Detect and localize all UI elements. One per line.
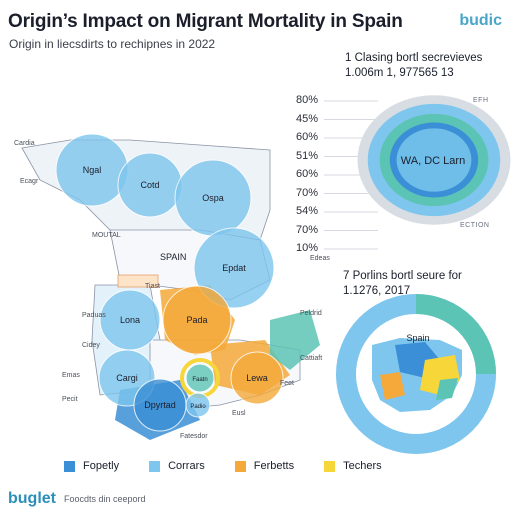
map-place-label: Eusl [232, 410, 246, 417]
map-bubble-label: Lona [120, 315, 140, 325]
map-bubble [185, 392, 211, 418]
map-bubble [193, 227, 275, 309]
map-place-label: Peldrid [300, 310, 322, 317]
map-bubble [230, 351, 284, 405]
map-place-label: Ecagr [20, 178, 39, 185]
legend-label: Techers [343, 460, 382, 472]
legend-item: Fopetly [64, 460, 119, 472]
map-bubble-label: Ngal [83, 165, 102, 175]
footer-note: Foocdts din ceepord [64, 494, 146, 504]
chart1-tick-label: 70% [296, 223, 319, 236]
brand-logo-top: budic [459, 12, 502, 29]
chart1-side-label-bottom: ECTION [460, 222, 490, 229]
map-bubble-label: Epdat [222, 263, 246, 273]
legend-item: Ferbetts [234, 460, 295, 472]
map-place-label: Edeas [310, 255, 330, 262]
map-place-label: Fatesdor [180, 433, 208, 440]
chart2-subtitle: 1.1276, 2017 [343, 285, 411, 297]
chart1-side-label-top: EFH [473, 97, 489, 104]
legend-swatch [149, 460, 161, 472]
map-place-label: Cidey [82, 342, 100, 349]
map-colored-region [270, 310, 320, 370]
legend-swatch [64, 460, 75, 472]
chart2-title: 7 Porlins bortl seure for [343, 270, 462, 282]
map-bubble-label: Cargi [116, 373, 138, 383]
map-place-label: Paduas [82, 312, 106, 319]
map-region-box [117, 274, 159, 288]
chart1-title: 1 Clasing bortl secrevieves [345, 52, 483, 64]
brand-logo-bottom: buglet [8, 490, 56, 507]
legend-swatch [324, 460, 336, 472]
map-bubble-label: Padio [190, 404, 206, 410]
map-bubble-label: Ospa [202, 193, 224, 203]
map-place-label: Tiast [145, 283, 160, 290]
map-bubble-label: Faatn [192, 377, 207, 383]
chart1-subtitle: 1.006m 1, 977565 13 [345, 67, 454, 79]
map-bubble [162, 285, 232, 355]
chart1-tick-label: 70% [296, 186, 319, 199]
map-bubbles: Ngal Cotd Ospa Epdat Lona Pada Cargi Faatn Dpyrt… [55, 133, 320, 440]
legend-swatch [234, 460, 246, 472]
map-place-label: Cardia [14, 140, 35, 147]
chart1-tick-label: 54% [296, 205, 319, 217]
legend-item: Corrars [149, 460, 205, 472]
map-place-label: Pecit [62, 396, 78, 403]
legend-label: Ferbetts [253, 460, 295, 472]
map-bubble-label: Cotd [140, 180, 159, 190]
chart1-tick-label: 60% [296, 168, 319, 180]
map-place-label: Emas [62, 372, 80, 379]
map-bubble [185, 363, 215, 393]
map-bubble-label: Dpyrtad [144, 400, 176, 410]
map-bubble-label: Pada [186, 315, 207, 325]
chart1-tick-label: 60% [296, 131, 319, 143]
chart-title: Origin’s Impact on Migrant Mortality in … [8, 11, 403, 32]
map-place-label: Feet [280, 380, 295, 387]
map-place-label: Cattiaft [300, 355, 323, 362]
chart1-tick-label: 51% [296, 149, 319, 162]
chart1-tick-label: 45% [296, 112, 319, 125]
chart1-tick-label: 10% [296, 242, 319, 254]
legend-label: Corrars [168, 460, 205, 472]
map-bubble-label: Lewa [246, 373, 268, 383]
map-place-label: MOUTAL [92, 232, 121, 239]
map-country-label: SPAIN [160, 252, 187, 262]
chart-subtitle: Origin in liecsdirts to rechipnes in 202… [9, 37, 216, 51]
legend-label: Fopetly [83, 460, 120, 472]
legend-item: Techers [324, 460, 382, 472]
chart1-tick-label: 80% [296, 94, 319, 106]
legend: Fopetly Corrars Ferbetts Techers [64, 460, 412, 472]
